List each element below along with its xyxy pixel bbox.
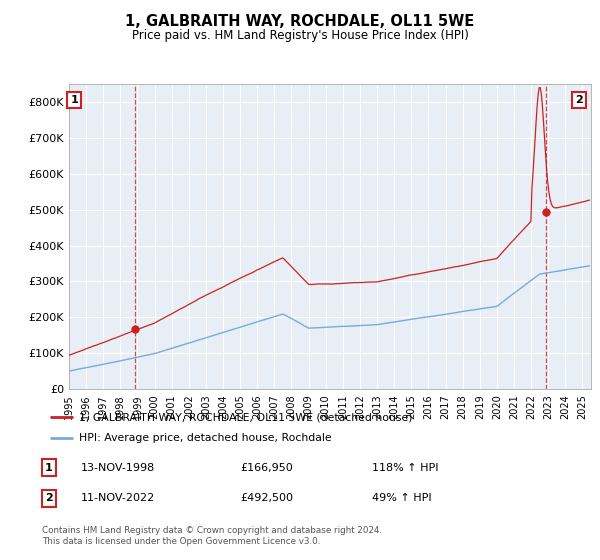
Text: £166,950: £166,950 <box>240 463 293 473</box>
Text: 1: 1 <box>70 95 78 105</box>
Text: 11-NOV-2022: 11-NOV-2022 <box>81 493 155 503</box>
Text: 49% ↑ HPI: 49% ↑ HPI <box>372 493 431 503</box>
Text: Contains HM Land Registry data © Crown copyright and database right 2024.
This d: Contains HM Land Registry data © Crown c… <box>42 526 382 545</box>
Text: £492,500: £492,500 <box>240 493 293 503</box>
Text: 2: 2 <box>575 95 583 105</box>
Text: Price paid vs. HM Land Registry's House Price Index (HPI): Price paid vs. HM Land Registry's House … <box>131 29 469 42</box>
Text: 118% ↑ HPI: 118% ↑ HPI <box>372 463 439 473</box>
Text: HPI: Average price, detached house, Rochdale: HPI: Average price, detached house, Roch… <box>79 433 331 444</box>
Text: 1, GALBRAITH WAY, ROCHDALE, OL11 5WE: 1, GALBRAITH WAY, ROCHDALE, OL11 5WE <box>125 14 475 29</box>
Text: 1: 1 <box>45 463 53 473</box>
Text: 2: 2 <box>45 493 53 503</box>
Text: 1, GALBRAITH WAY, ROCHDALE, OL11 5WE (detached house): 1, GALBRAITH WAY, ROCHDALE, OL11 5WE (de… <box>79 412 412 422</box>
Text: 13-NOV-1998: 13-NOV-1998 <box>81 463 155 473</box>
